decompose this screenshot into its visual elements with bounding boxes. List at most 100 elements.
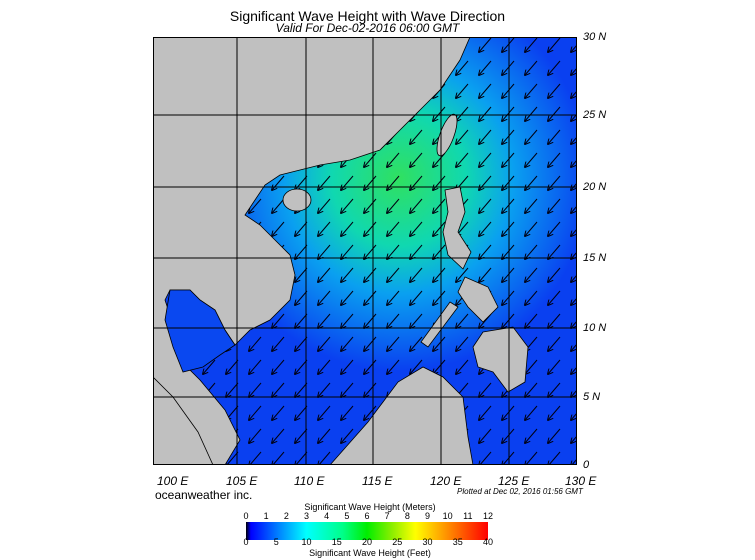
borneo bbox=[329, 366, 474, 465]
colorbar-tick: 2 bbox=[283, 511, 289, 521]
wave-arrow bbox=[502, 405, 515, 420]
wave-arrow bbox=[456, 106, 469, 121]
brand-label: oceanweather inc. bbox=[155, 488, 253, 502]
wave-arrow bbox=[364, 175, 377, 190]
wave-arrow bbox=[433, 267, 446, 282]
wave-arrow bbox=[249, 405, 262, 420]
wave-arrow bbox=[571, 343, 577, 351]
lat-label: 15 N bbox=[583, 252, 607, 264]
wave-arrow bbox=[548, 451, 561, 465]
wave-arrow bbox=[456, 267, 469, 282]
wave-arrow bbox=[502, 83, 515, 98]
visayas bbox=[457, 276, 499, 323]
colorbar-feet-title: Significant Wave Height (Feet) bbox=[309, 548, 431, 558]
wave-arrow bbox=[525, 152, 538, 167]
wave-arrow bbox=[571, 44, 577, 52]
wave-arrow bbox=[571, 67, 577, 75]
wave-arrow bbox=[410, 336, 423, 351]
wave-arrow bbox=[479, 428, 492, 443]
colorbar-tick: 3 bbox=[303, 511, 309, 521]
wave-arrow bbox=[571, 228, 577, 236]
wave-arrow bbox=[502, 129, 515, 144]
wave-arrow bbox=[341, 267, 354, 282]
wave-arrow bbox=[571, 113, 577, 121]
wave-arrow bbox=[387, 198, 400, 213]
wave-arrow bbox=[364, 152, 377, 167]
wave-arrow bbox=[295, 221, 308, 236]
wave-arrow bbox=[272, 221, 285, 236]
wave-arrow bbox=[548, 198, 561, 213]
wave-arrow bbox=[295, 359, 308, 374]
wave-arrow bbox=[479, 83, 492, 98]
wave-arrow bbox=[410, 152, 423, 167]
wave-arrow bbox=[364, 290, 377, 305]
wave-arrow bbox=[525, 313, 538, 328]
wave-arrow bbox=[341, 359, 354, 374]
mindanao bbox=[472, 326, 529, 393]
wave-arrow bbox=[502, 198, 515, 213]
wave-arrow bbox=[548, 60, 561, 75]
lon-label: 130 E bbox=[565, 474, 597, 488]
wave-arrow bbox=[295, 244, 308, 259]
wave-arrow bbox=[387, 336, 400, 351]
wave-arrow bbox=[571, 435, 577, 443]
wave-arrow bbox=[410, 267, 423, 282]
wave-arrow bbox=[387, 313, 400, 328]
wave-arrow bbox=[571, 274, 577, 282]
wave-arrow bbox=[502, 267, 515, 282]
colorbar-tick: 0 bbox=[243, 511, 249, 521]
wave-arrow bbox=[272, 451, 285, 465]
wave-arrow bbox=[318, 198, 331, 213]
lon-label: 105 E bbox=[226, 474, 258, 488]
wave-arrow bbox=[525, 129, 538, 144]
wave-arrow bbox=[387, 290, 400, 305]
wave-arrow bbox=[433, 198, 446, 213]
wave-arrow bbox=[364, 221, 377, 236]
wave-arrow bbox=[410, 313, 423, 328]
wave-arrow bbox=[571, 205, 577, 213]
wave-arrow bbox=[295, 175, 308, 190]
wave-arrow bbox=[548, 244, 561, 259]
colorbar-tick: 11 bbox=[463, 511, 473, 521]
colorbar-tick: 10 bbox=[301, 537, 312, 547]
wave-arrow bbox=[433, 221, 446, 236]
wave-arrow bbox=[410, 129, 423, 144]
wave-arrow bbox=[502, 244, 515, 259]
wave-arrow bbox=[502, 175, 515, 190]
wave-arrow bbox=[387, 221, 400, 236]
wave-arrow bbox=[433, 106, 446, 121]
wave-arrow bbox=[548, 359, 561, 374]
lat-label: 25 N bbox=[583, 109, 607, 121]
wave-arrow bbox=[249, 359, 262, 374]
wave-arrow bbox=[548, 152, 561, 167]
wave-arrow bbox=[548, 175, 561, 190]
wave-arrow bbox=[525, 83, 538, 98]
luzon bbox=[442, 186, 472, 270]
wave-arrow bbox=[525, 37, 538, 52]
wave-arrow bbox=[479, 198, 492, 213]
plotted-time: Plotted at Dec 02, 2016 01:56 GMT bbox=[457, 487, 583, 496]
wave-arrow bbox=[525, 175, 538, 190]
wave-arrow bbox=[295, 290, 308, 305]
wave-arrow bbox=[249, 451, 262, 465]
wave-arrow bbox=[410, 290, 423, 305]
wave-map bbox=[153, 37, 577, 465]
colorbar-tick: 15 bbox=[331, 537, 342, 547]
wave-arrow bbox=[479, 106, 492, 121]
palawan bbox=[420, 301, 459, 348]
lat-label: 20 N bbox=[583, 181, 607, 193]
lat-label: 5 N bbox=[583, 391, 601, 403]
wave-arrow bbox=[525, 221, 538, 236]
wave-arrow bbox=[433, 152, 446, 167]
land bbox=[153, 37, 529, 465]
wave-arrow bbox=[226, 359, 239, 374]
wave-arrow bbox=[571, 251, 577, 259]
wave-arrow bbox=[341, 428, 354, 443]
wave-arrow bbox=[548, 267, 561, 282]
wave-arrow bbox=[548, 290, 561, 305]
wave-arrow bbox=[548, 106, 561, 121]
wave-arrow bbox=[479, 221, 492, 236]
sumatra bbox=[153, 376, 214, 465]
wave-arrow bbox=[456, 129, 469, 144]
wave-arrow bbox=[364, 405, 377, 420]
